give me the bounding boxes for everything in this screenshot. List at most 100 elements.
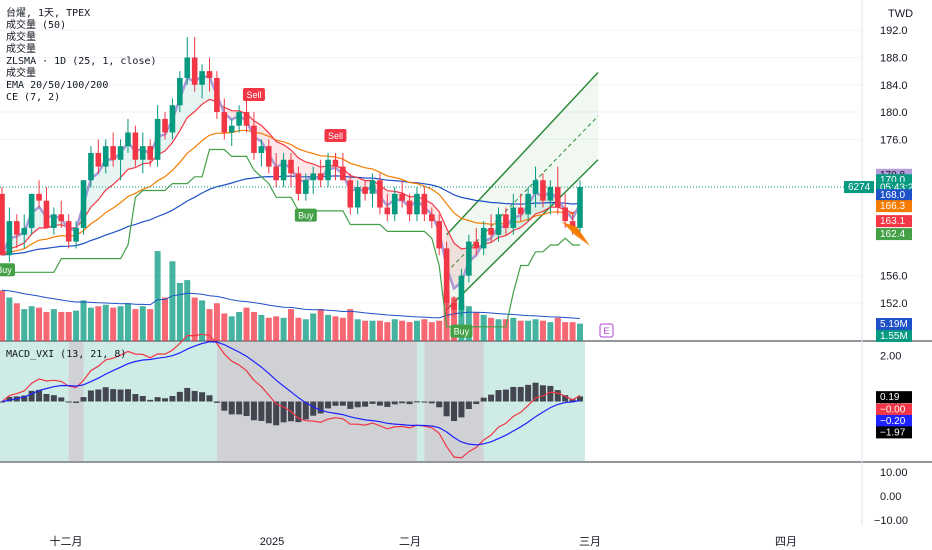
legend-zlsma[interactable]: ZLSMA · 1D (25, 1, close) (6, 56, 157, 67)
macd-pane: 2.000.00 (0, 333, 901, 461)
candle-body (532, 180, 539, 194)
macd-histogram-bar (473, 401, 480, 405)
chart-grid (0, 0, 932, 525)
macd-histogram-bar (28, 390, 35, 402)
price-tag-text: 168.0 (880, 190, 905, 201)
candle-body (443, 248, 450, 303)
signal-label: Sell (328, 131, 343, 141)
macd-histogram-bar (488, 394, 495, 402)
legend-ce[interactable]: CE (7, 2) (6, 92, 61, 103)
macd-histogram-bar (50, 395, 57, 402)
last-price-tag: 6274 (844, 181, 874, 194)
buy-signal: Buy (0, 263, 15, 277)
volume-average-line (1, 289, 581, 319)
candle-body (117, 146, 124, 160)
macd-histogram-bar (554, 390, 561, 402)
event-badge-box (599, 323, 614, 338)
channel-fill (446, 72, 598, 310)
signal-label: Sell (246, 90, 261, 100)
legend-volume[interactable]: 成交量 (6, 32, 36, 43)
candle-body (236, 112, 242, 126)
candle-body (480, 227, 487, 249)
candle-body (88, 152, 94, 181)
macd-axis-tick: 2.00 (880, 351, 901, 363)
signal-badge (324, 128, 347, 142)
candle-body (280, 159, 287, 181)
macd-histogram-bar (265, 401, 272, 424)
macd-histogram-bar (317, 401, 324, 414)
volume-bar (384, 322, 391, 341)
candle-body (14, 221, 20, 235)
volume-bar (554, 317, 561, 341)
macd-zone (216, 342, 417, 461)
candle-body (214, 77, 220, 113)
volume-bar (428, 322, 435, 341)
legend-volume-50[interactable]: 成交量 (50) (6, 20, 67, 31)
trend-channel[interactable] (446, 71, 599, 311)
volume-bar (391, 319, 398, 341)
candle-body (510, 207, 517, 228)
legend-symbol[interactable]: 台燿, 1天, TPEX (6, 8, 91, 19)
volume-bar (0, 290, 5, 341)
volume-bar (228, 316, 235, 341)
candle-body (184, 57, 191, 78)
volume-bar (13, 303, 20, 341)
volume-bar (488, 317, 495, 341)
volume-bar (65, 312, 72, 341)
macd-histogram-bar (517, 386, 524, 402)
candle-body (340, 166, 346, 181)
candle-body (95, 152, 102, 167)
macd-legend[interactable]: MACD_VXI (13, 21, 8) (6, 349, 127, 360)
candle-body (206, 71, 213, 78)
macd-tag: −0.20 (876, 414, 912, 427)
macd-histogram-bar (502, 389, 509, 402)
volume-bar (302, 319, 309, 341)
macd-histogram-bar (95, 389, 102, 402)
candle-body (51, 214, 57, 228)
macd-histogram-bar (295, 401, 302, 423)
macd-histogram-bar (413, 401, 420, 403)
macd-signal-line (1, 341, 581, 446)
signal-label: Buy (454, 327, 470, 337)
macd-histogram-bar (421, 401, 428, 403)
macd-histogram-bar (221, 401, 228, 411)
volume-bar (206, 309, 213, 341)
macd-histogram-bar (124, 389, 131, 402)
volume-bar (502, 319, 509, 341)
macd-tag-bg (876, 391, 912, 404)
candle-body (221, 112, 228, 133)
earnings-event-badge: E (599, 323, 614, 338)
macd-histogram-bar (347, 401, 354, 409)
candle-body (228, 125, 235, 133)
volume-bar (421, 319, 428, 341)
channel-upper (446, 71, 599, 236)
candle-body (110, 146, 116, 160)
candle-body (362, 187, 368, 194)
volume-bar (369, 320, 376, 341)
signal-badge (294, 208, 317, 222)
arrow-annotation[interactable] (562, 222, 590, 246)
volume-bar (413, 320, 420, 341)
legend-volume[interactable]: 成交量 (6, 68, 36, 79)
candle-body (377, 180, 383, 208)
cloud-segment (90, 172, 99, 208)
candlesticks[interactable] (0, 37, 583, 317)
macd-tag: −1.97 (876, 426, 912, 439)
macd-histogram-bar (458, 401, 465, 418)
macd-histogram-bar (384, 401, 391, 407)
volume-bar (110, 307, 117, 341)
price-axis-tick: 176.0 (880, 134, 908, 146)
legend-ema[interactable]: EMA 20/50/100/200 (6, 80, 109, 91)
candle-body (154, 118, 161, 160)
macd-histogram-bar (562, 395, 569, 402)
volume-bars (0, 251, 583, 341)
legend-volume[interactable]: 成交量 (6, 44, 36, 55)
candle-body (80, 180, 87, 228)
volume-bar (451, 297, 458, 341)
price-tag-text: 162.4 (880, 229, 905, 240)
macd-histogram-bar (139, 395, 146, 402)
macd-histogram-bar (243, 401, 250, 417)
time-axis-label: 三月 (579, 536, 601, 548)
volume-bar (532, 319, 539, 341)
